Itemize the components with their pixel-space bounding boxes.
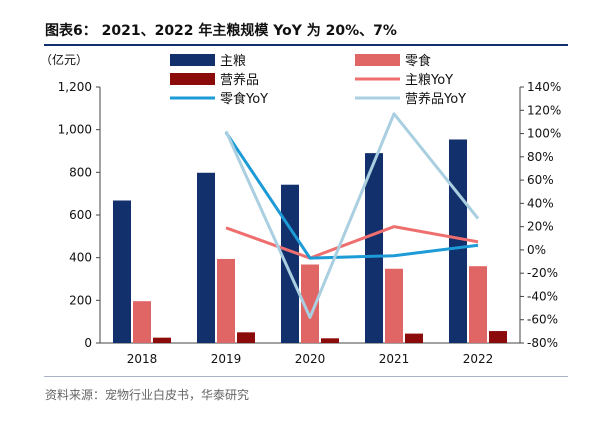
bar [489, 331, 507, 343]
bar [449, 139, 467, 343]
legend-label: 主粮YoY [405, 73, 453, 88]
bar [113, 200, 131, 343]
right-axis-tick-label: -80% [527, 336, 558, 350]
left-axis-tick-label: 1,200 [58, 80, 92, 94]
right-axis-tick-label: 40% [527, 196, 554, 210]
right-axis-tick-label: 120% [527, 103, 561, 117]
x-axis-tick-label: 2018 [127, 352, 158, 366]
right-axis-tick-label: -20% [527, 266, 558, 280]
bar [365, 153, 383, 343]
bar [153, 337, 171, 343]
right-axis-tick-label: 0% [527, 243, 546, 257]
source-note: 资料来源：宠物行业白皮书，华泰研究 [45, 388, 250, 402]
bar [301, 264, 319, 343]
right-axis-tick-label: 100% [527, 127, 561, 141]
title-divider [44, 44, 568, 46]
right-axis-tick-label: -60% [527, 313, 558, 327]
bar [469, 266, 487, 343]
bar [405, 333, 423, 343]
bar [133, 301, 151, 343]
left-axis-tick-label: 0 [84, 336, 92, 350]
series-line [224, 112, 480, 319]
right-axis-tick-label: 80% [527, 150, 554, 164]
legend-swatch [170, 54, 215, 66]
left-axis-tick-label: 1,000 [58, 123, 92, 137]
legend-label: 零食 [405, 53, 431, 69]
axes-group: 0 200 400 600 800 1,000 1,200 -80% -60% -40% -20% 0… [58, 80, 562, 366]
lines-group [224, 112, 480, 319]
x-axis-tick-label: 2021 [379, 352, 410, 366]
left-axis-tick-label: 400 [69, 251, 92, 265]
bars-group [113, 139, 507, 343]
bar [281, 184, 299, 343]
bar [321, 338, 339, 343]
series-line [225, 225, 479, 260]
legend-swatch [355, 54, 400, 66]
right-axis-tick-label: 20% [527, 220, 554, 234]
chart-title: 图表6： 2021、2022 年主粮规模 YoY 为 20%、7% [45, 23, 397, 39]
x-axis-tick-label: 2020 [295, 352, 326, 366]
legend-swatch [170, 73, 215, 85]
bar [217, 258, 235, 343]
bar [385, 268, 403, 343]
left-axis-unit-label: （亿元） [40, 52, 88, 67]
x-axis-tick-label: 2019 [211, 352, 242, 366]
left-axis-tick-label: 800 [69, 165, 92, 179]
legend-label: 营养品 [220, 72, 259, 88]
left-axis-tick-label: 600 [69, 208, 92, 222]
right-axis-tick-label: 60% [527, 173, 554, 187]
series-line [224, 131, 479, 260]
legend-label: 营养品YoY [405, 91, 466, 107]
right-axis-tick-label: -40% [527, 289, 558, 303]
x-axis-tick-label: 2022 [463, 352, 494, 366]
right-axis-tick-label: 140% [527, 80, 561, 94]
bar [197, 172, 215, 343]
legend-label: 主粮 [220, 54, 246, 69]
footer-divider [44, 376, 568, 377]
left-axis-tick-label: 200 [69, 293, 92, 307]
legend-label: 零食YoY [220, 91, 268, 107]
bar [237, 332, 255, 343]
